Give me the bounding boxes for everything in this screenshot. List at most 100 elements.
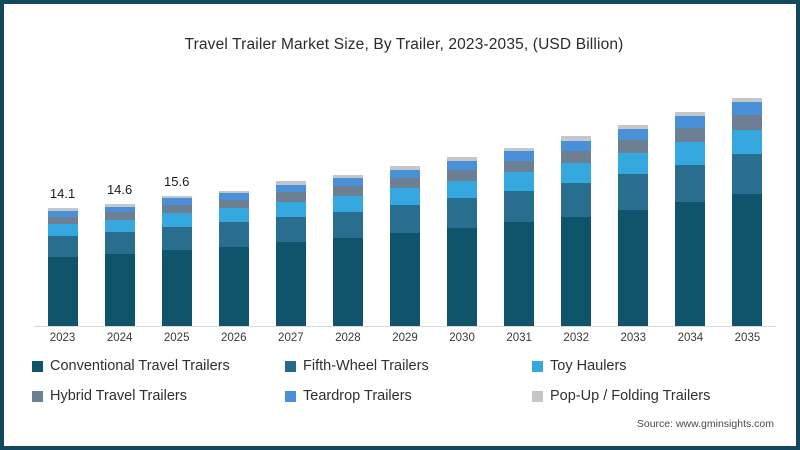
bar-segment[interactable] bbox=[561, 163, 592, 184]
bar-segment[interactable] bbox=[504, 151, 535, 161]
bar-segment[interactable] bbox=[447, 169, 478, 181]
legend-item[interactable]: Hybrid Travel Trailers bbox=[32, 388, 187, 404]
bar-segment[interactable] bbox=[561, 136, 592, 141]
bar-segment[interactable] bbox=[218, 208, 249, 223]
bar-segment[interactable] bbox=[161, 226, 192, 250]
bar-2032[interactable] bbox=[561, 136, 592, 326]
bar-2030[interactable] bbox=[447, 157, 478, 326]
bar-segment[interactable] bbox=[161, 213, 192, 227]
bar-segment[interactable] bbox=[390, 178, 420, 189]
legend-item[interactable]: Fifth-Wheel Trailers bbox=[285, 358, 429, 374]
bar-segment[interactable] bbox=[732, 153, 763, 194]
bar-segment[interactable] bbox=[447, 228, 478, 326]
bar-2034[interactable] bbox=[675, 112, 706, 326]
legend-item[interactable]: Conventional Travel Trailers bbox=[32, 358, 230, 374]
bar-segment[interactable] bbox=[218, 199, 249, 209]
bar-segment[interactable] bbox=[618, 209, 649, 326]
bar-segment[interactable] bbox=[390, 169, 420, 179]
bar-segment[interactable] bbox=[561, 183, 592, 217]
bar-segment[interactable] bbox=[332, 178, 363, 186]
bar-segment[interactable] bbox=[561, 140, 592, 151]
bar-segment[interactable] bbox=[218, 190, 249, 194]
bar-segment[interactable] bbox=[332, 195, 363, 212]
bar-segment[interactable] bbox=[618, 124, 649, 129]
bar-segment[interactable] bbox=[447, 180, 478, 199]
bar-segment[interactable] bbox=[332, 211, 363, 239]
x-axis-tick-2029: 2029 bbox=[392, 332, 418, 344]
bar-segment[interactable] bbox=[732, 129, 763, 154]
bar-segment[interactable] bbox=[618, 128, 649, 140]
bar-segment[interactable] bbox=[504, 172, 535, 191]
bar-2027[interactable] bbox=[275, 181, 306, 326]
bar-segment[interactable] bbox=[104, 206, 135, 213]
bar-segment[interactable] bbox=[218, 246, 249, 326]
bar-segment[interactable] bbox=[390, 166, 420, 170]
bar-segment[interactable] bbox=[332, 185, 363, 196]
legend-item[interactable]: Teardrop Trailers bbox=[285, 388, 412, 404]
bar-segment[interactable] bbox=[390, 188, 420, 205]
bar-segment[interactable] bbox=[104, 212, 135, 220]
bar-segment[interactable] bbox=[47, 208, 78, 211]
bar-segment[interactable] bbox=[161, 204, 192, 214]
bar-segment[interactable] bbox=[561, 150, 592, 164]
bar-segment[interactable] bbox=[104, 254, 135, 326]
bar-segment[interactable] bbox=[447, 198, 478, 229]
bar-segment[interactable] bbox=[732, 97, 763, 103]
bar-segment[interactable] bbox=[390, 233, 420, 326]
bar-segment[interactable] bbox=[675, 112, 706, 117]
bar-segment[interactable] bbox=[732, 102, 763, 115]
bar-segment[interactable] bbox=[618, 173, 649, 210]
bar-segment[interactable] bbox=[275, 242, 306, 326]
bar-segment[interactable] bbox=[732, 193, 763, 326]
bar-segment[interactable] bbox=[275, 192, 306, 202]
bar-segment[interactable] bbox=[332, 238, 363, 326]
bar-segment[interactable] bbox=[504, 222, 535, 326]
bar-segment[interactable] bbox=[47, 216, 78, 225]
bar-segment[interactable] bbox=[218, 222, 249, 247]
bar-2028[interactable] bbox=[332, 174, 363, 326]
legend-item[interactable]: Toy Haulers bbox=[532, 358, 627, 374]
bar-segment[interactable] bbox=[47, 256, 78, 326]
bar-2024[interactable] bbox=[104, 204, 135, 326]
bar-segment[interactable] bbox=[104, 219, 135, 233]
bar-2026[interactable] bbox=[218, 190, 249, 326]
bar-segment[interactable] bbox=[561, 216, 592, 326]
bar-segment[interactable] bbox=[332, 174, 363, 179]
bar-segment[interactable] bbox=[447, 160, 478, 170]
bar-2035[interactable] bbox=[732, 97, 763, 326]
bar-segment[interactable] bbox=[47, 210, 78, 217]
bar-segment[interactable] bbox=[161, 249, 192, 326]
bar-segment[interactable] bbox=[504, 148, 535, 152]
bar-segment[interactable] bbox=[275, 184, 306, 193]
bar-segment[interactable] bbox=[104, 204, 135, 207]
bar-segment[interactable] bbox=[104, 232, 135, 255]
bar-segment[interactable] bbox=[275, 216, 306, 243]
bar-segment[interactable] bbox=[675, 116, 706, 128]
bar-segment[interactable] bbox=[218, 193, 249, 200]
bar-segment[interactable] bbox=[675, 127, 706, 143]
bar-segment[interactable] bbox=[675, 202, 706, 326]
bar-segment[interactable] bbox=[732, 114, 763, 130]
bar-2031[interactable] bbox=[504, 148, 535, 326]
legend-item[interactable]: Pop-Up / Folding Trailers bbox=[532, 388, 710, 404]
bar-segment[interactable] bbox=[447, 157, 478, 161]
bar-segment[interactable] bbox=[504, 160, 535, 173]
bar-segment[interactable] bbox=[161, 198, 192, 205]
bar-2023[interactable] bbox=[47, 208, 78, 326]
bar-segment[interactable] bbox=[161, 195, 192, 199]
bar-segment[interactable] bbox=[675, 142, 706, 165]
x-axis-tick-2028: 2028 bbox=[335, 332, 361, 344]
bar-2025[interactable] bbox=[161, 195, 192, 326]
bar-segment[interactable] bbox=[618, 153, 649, 174]
bar-segment[interactable] bbox=[390, 204, 420, 234]
bar-2029[interactable] bbox=[390, 166, 420, 326]
bar-segment[interactable] bbox=[275, 181, 306, 185]
bar-segment[interactable] bbox=[275, 201, 306, 217]
bar-segment[interactable] bbox=[618, 139, 649, 154]
bar-segment[interactable] bbox=[504, 190, 535, 223]
bar-segment[interactable] bbox=[675, 164, 706, 203]
bar-segment[interactable] bbox=[47, 224, 78, 236]
bar-segment[interactable] bbox=[47, 235, 78, 257]
bar-2033[interactable] bbox=[618, 124, 649, 326]
x-axis-tick-2026: 2026 bbox=[220, 332, 247, 344]
